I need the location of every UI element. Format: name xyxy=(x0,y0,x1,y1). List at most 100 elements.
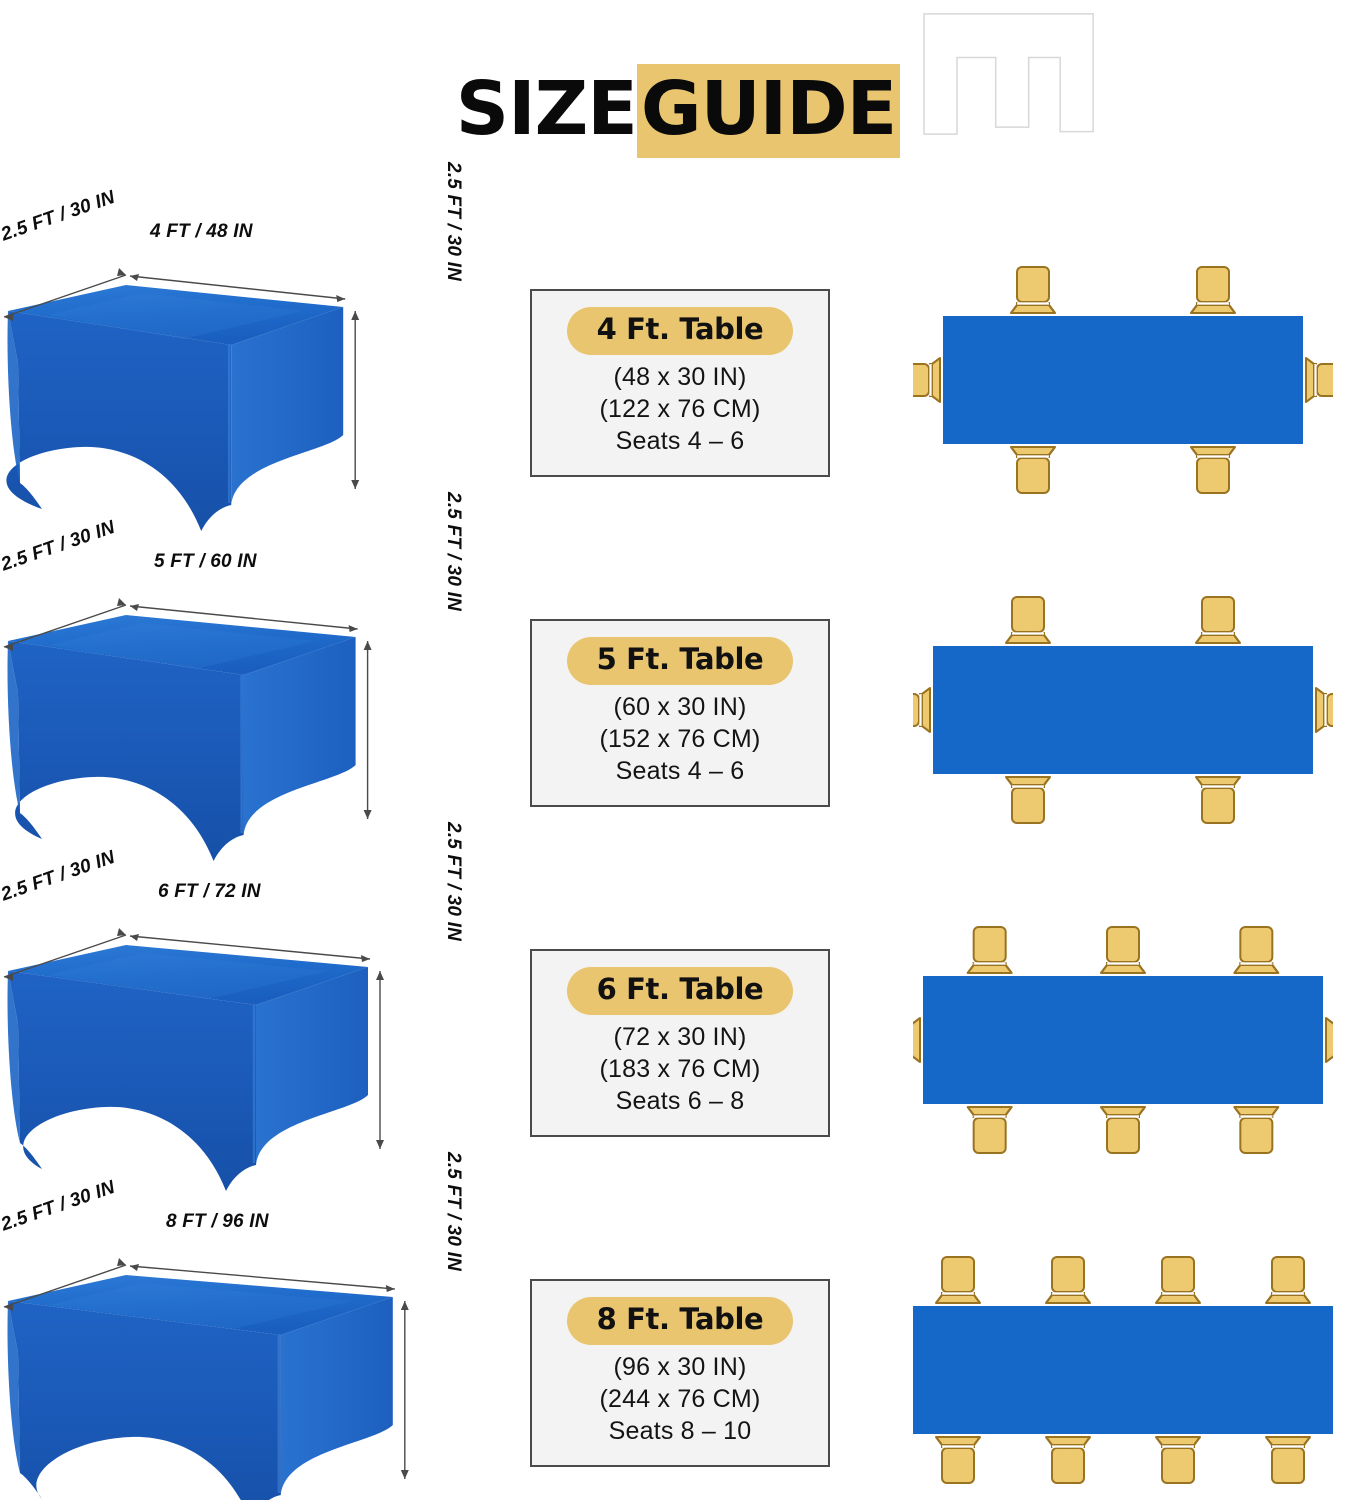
seating-table-top xyxy=(923,976,1323,1104)
chair-icon xyxy=(1010,266,1056,314)
table-left-edge xyxy=(7,311,20,483)
size-card-column: 6 Ft. Table (72 x 30 IN) (183 x 76 CM) S… xyxy=(470,875,890,1205)
table-size-badge: 8 Ft. Table xyxy=(566,1297,794,1345)
table-size-badge: 4 Ft. Table xyxy=(566,307,794,355)
chair-icon xyxy=(1045,1436,1091,1484)
size-row: 2.5 FT / 30 IN 8 FT / 96 IN 2.5 FT / 30 … xyxy=(0,1152,1356,1500)
chair-icon xyxy=(935,1436,981,1484)
size-info-card: 4 Ft. Table (48 x 30 IN) (122 x 76 CM) S… xyxy=(530,289,830,477)
size-card-column: 4 Ft. Table (48 x 30 IN) (122 x 76 CM) S… xyxy=(470,215,890,545)
table-illustration: 2.5 FT / 30 IN 8 FT / 96 IN 2.5 FT / 30 … xyxy=(0,1152,470,1500)
table-illustration-svg xyxy=(3,598,372,861)
page-title-text: SIZEGUIDE xyxy=(456,64,901,158)
size-row: 2.5 FT / 30 IN 5 FT / 60 IN 2.5 FT / 30 … xyxy=(0,492,1356,875)
dimensions-centimeters: (244 x 76 CM) xyxy=(599,1384,761,1413)
table-top-surface xyxy=(8,285,344,345)
size-card-column: 5 Ft. Table (60 x 30 IN) (152 x 76 CM) S… xyxy=(470,545,890,875)
dimensions-inches: (60 x 30 IN) xyxy=(613,692,747,721)
chair-icon xyxy=(1315,687,1333,733)
table-side-drape xyxy=(256,967,368,1165)
chair-icon xyxy=(913,1017,921,1063)
chair-icon xyxy=(966,1106,1013,1154)
title-part-guide: GUIDE xyxy=(636,64,901,158)
dimensions-inches: (48 x 30 IN) xyxy=(613,362,747,391)
dimension-arrows xyxy=(3,598,372,819)
title-part-size: SIZE xyxy=(455,66,638,152)
height-dimension-label: 2.5 FT / 30 IN xyxy=(443,1152,464,1271)
width-dimension-label: 6 FT / 72 IN xyxy=(158,881,261,902)
chair-icon xyxy=(966,926,1013,974)
dimensions-centimeters: (152 x 76 CM) xyxy=(599,724,761,753)
size-rows: 2.5 FT / 30 IN 4 FT / 48 IN 2.5 FT / 30 … xyxy=(0,162,1356,1500)
size-info-card: 8 Ft. Table (96 x 30 IN) (244 x 76 CM) S… xyxy=(530,1279,830,1467)
table-illustration: 2.5 FT / 30 IN 5 FT / 60 IN 2.5 FT / 30 … xyxy=(0,492,470,875)
page-title: SIZEGUIDE xyxy=(0,64,1356,158)
width-dimension-label: 8 FT / 96 IN xyxy=(166,1211,269,1232)
table-front-drape xyxy=(8,1301,281,1500)
chair-icon xyxy=(1195,596,1241,644)
seating-capacity: Seats 4 – 6 xyxy=(615,426,745,455)
height-dimension-label: 2.5 FT / 30 IN xyxy=(443,162,464,281)
dimension-arrows xyxy=(3,1258,409,1479)
chair-icon xyxy=(1100,926,1146,974)
seating-diagram-svg xyxy=(913,926,1333,1154)
chair-icon xyxy=(1005,776,1051,824)
dimension-arrows xyxy=(3,268,360,489)
size-info-card: 6 Ft. Table (72 x 30 IN) (183 x 76 CM) S… xyxy=(530,949,830,1137)
table-left-edge xyxy=(7,1301,20,1473)
seating-diagram xyxy=(890,875,1356,1205)
seating-diagram xyxy=(890,215,1356,545)
table-size-badge: 6 Ft. Table xyxy=(566,967,794,1015)
height-dimension-label: 2.5 FT / 30 IN xyxy=(443,822,464,941)
size-info-card: 5 Ft. Table (60 x 30 IN) (152 x 76 CM) S… xyxy=(530,619,830,807)
table-illustration: 2.5 FT / 30 IN 4 FT / 48 IN 2.5 FT / 30 … xyxy=(0,162,470,545)
table-illustration-svg xyxy=(3,268,360,531)
chair-icon xyxy=(1155,1436,1201,1484)
depth-dimension-label: 2.5 FT / 30 IN xyxy=(0,186,118,246)
table-front-drape xyxy=(8,641,244,861)
chair-icon xyxy=(1190,266,1236,314)
seating-capacity: Seats 8 – 10 xyxy=(608,1416,752,1445)
table-top-sheen xyxy=(48,1283,353,1329)
table-side-drape xyxy=(231,307,344,505)
chair-icon xyxy=(1305,357,1333,403)
seating-table-top xyxy=(943,316,1303,444)
table-left-edge xyxy=(7,971,20,1143)
table-left-edge xyxy=(7,641,20,813)
chair-icon xyxy=(1325,1017,1333,1063)
seating-diagram xyxy=(890,545,1356,875)
size-row: 2.5 FT / 30 IN 4 FT / 48 IN 2.5 FT / 30 … xyxy=(0,162,1356,545)
chair-icon xyxy=(1010,446,1056,494)
chair-icon xyxy=(1005,596,1051,644)
table-side-drape xyxy=(280,1297,393,1495)
chair-icon xyxy=(1265,1256,1311,1304)
seating-diagram-svg xyxy=(913,1256,1333,1484)
chair-icon xyxy=(1100,1106,1146,1154)
chair-icon xyxy=(1155,1256,1201,1304)
dimension-arrows xyxy=(3,928,384,1149)
chair-icon xyxy=(1233,1106,1280,1154)
table-size-badge: 5 Ft. Table xyxy=(566,637,794,685)
seating-capacity: Seats 4 – 6 xyxy=(615,756,745,785)
dimensions-inches: (96 x 30 IN) xyxy=(613,1352,747,1381)
table-top-surface xyxy=(8,1275,393,1335)
table-top-sheen xyxy=(48,623,316,669)
table-side-drape xyxy=(243,637,356,835)
chair-icon xyxy=(1045,1256,1091,1304)
seating-table-top xyxy=(933,646,1313,774)
seating-diagram xyxy=(890,1205,1356,1500)
dimensions-centimeters: (183 x 76 CM) xyxy=(599,1054,761,1083)
table-top-surface xyxy=(8,945,368,1005)
table-top-sheen xyxy=(48,293,304,339)
table-illustration-svg xyxy=(3,1258,409,1500)
seating-capacity: Seats 6 – 8 xyxy=(615,1086,745,1115)
seating-diagram-svg xyxy=(913,266,1333,494)
size-card-column: 8 Ft. Table (96 x 30 IN) (244 x 76 CM) S… xyxy=(470,1205,890,1500)
table-top-surface xyxy=(8,615,356,675)
table-front-drape xyxy=(8,971,256,1191)
table-illustration: 2.5 FT / 30 IN 6 FT / 72 IN 2.5 FT / 30 … xyxy=(0,822,470,1205)
chair-icon xyxy=(913,687,931,733)
chair-icon xyxy=(913,357,941,403)
dimensions-centimeters: (122 x 76 CM) xyxy=(599,394,761,423)
table-front-drape xyxy=(6,311,232,531)
